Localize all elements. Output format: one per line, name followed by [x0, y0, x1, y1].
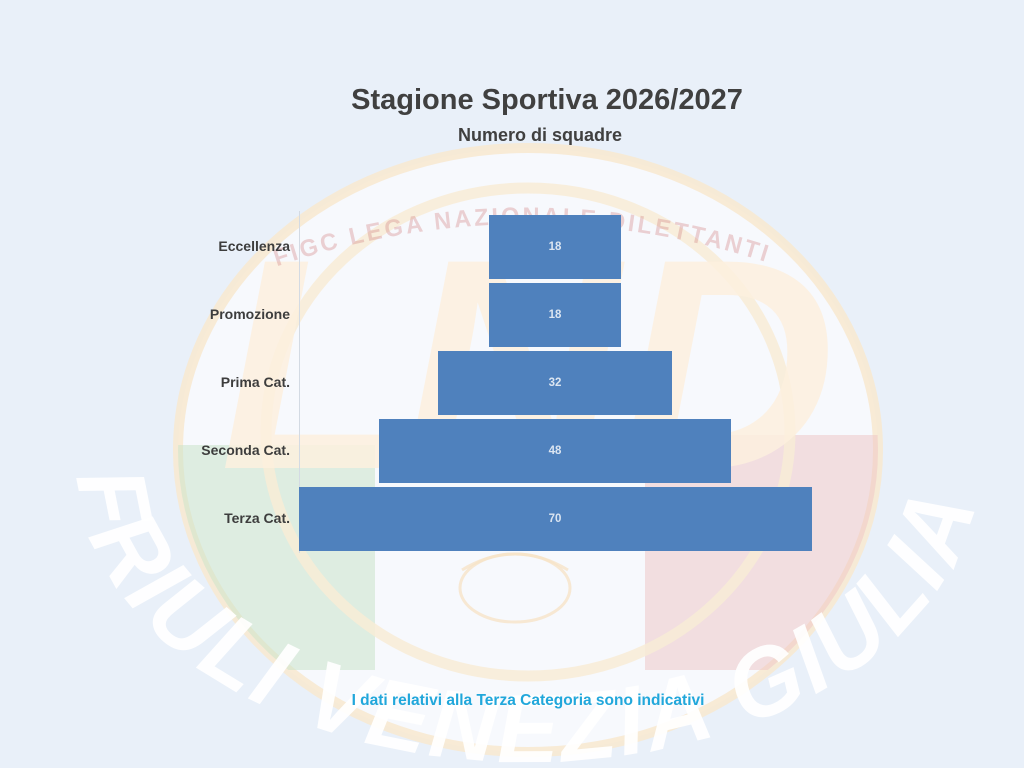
bar-terza-cat: 70: [298, 487, 812, 551]
chart-title: Stagione Sportiva 2026/2027: [351, 84, 743, 116]
bar-value-label-terza-cat: 70: [548, 513, 562, 525]
chart-subtitle: Numero di squadre: [457, 125, 623, 145]
footnote: I dati relativi alla Terza Categoria son…: [351, 692, 705, 709]
watermark-inner-oval-ring: [260, 182, 796, 682]
bar-seconda-cat: 48: [379, 419, 731, 483]
bar-value-label-eccellenza: 18: [548, 241, 562, 253]
axis-line: [299, 211, 300, 553]
bar-value-label-seconda-cat: 48: [548, 445, 562, 457]
bar-value-label-prima-cat: 32: [548, 377, 562, 389]
bar-value-label-promozione: 18: [548, 309, 562, 321]
bar-prima-cat: 32: [437, 351, 673, 415]
category-label-promozione: Promozione: [209, 306, 290, 322]
category-label-seconda-cat: Seconda Cat.: [201, 442, 290, 458]
bar-promozione: 18: [489, 283, 621, 347]
category-label-terza-cat: Terza Cat.: [224, 510, 290, 526]
bar-eccellenza: 18: [489, 215, 621, 279]
watermark-crest-laurel: [461, 552, 569, 572]
category-label-prima-cat: Prima Cat.: [220, 374, 290, 390]
category-label-eccellenza: Eccellenza: [218, 238, 290, 254]
